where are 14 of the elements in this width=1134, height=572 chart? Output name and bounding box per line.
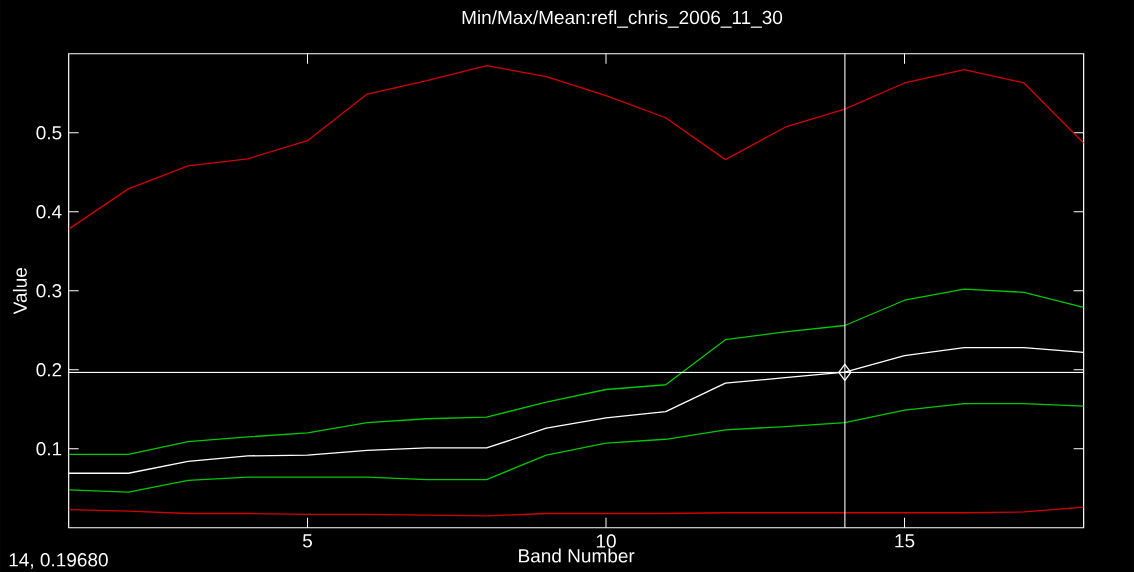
x-tick-label: 5 bbox=[302, 534, 312, 548]
chart-title: Min/Max/Mean:refl_chris_2006_11_30 bbox=[462, 10, 783, 28]
y-axis-title: Value bbox=[12, 268, 27, 315]
x-tick-label: 10 bbox=[596, 534, 616, 548]
y-tick-label: 0.5 bbox=[36, 126, 62, 140]
y-tick-label: 0.3 bbox=[36, 284, 62, 298]
y-tick-label: 0.4 bbox=[36, 205, 62, 219]
x-tick-label: 15 bbox=[895, 534, 915, 548]
x-axis-title: Band Number bbox=[519, 548, 635, 563]
y-tick-label: 0.1 bbox=[36, 442, 62, 456]
line-series bbox=[68, 288, 1084, 455]
text: 14, 0.19680 bbox=[9, 553, 108, 569]
y-tick-label: 0.2 bbox=[36, 363, 62, 377]
line-series bbox=[68, 64, 1084, 230]
